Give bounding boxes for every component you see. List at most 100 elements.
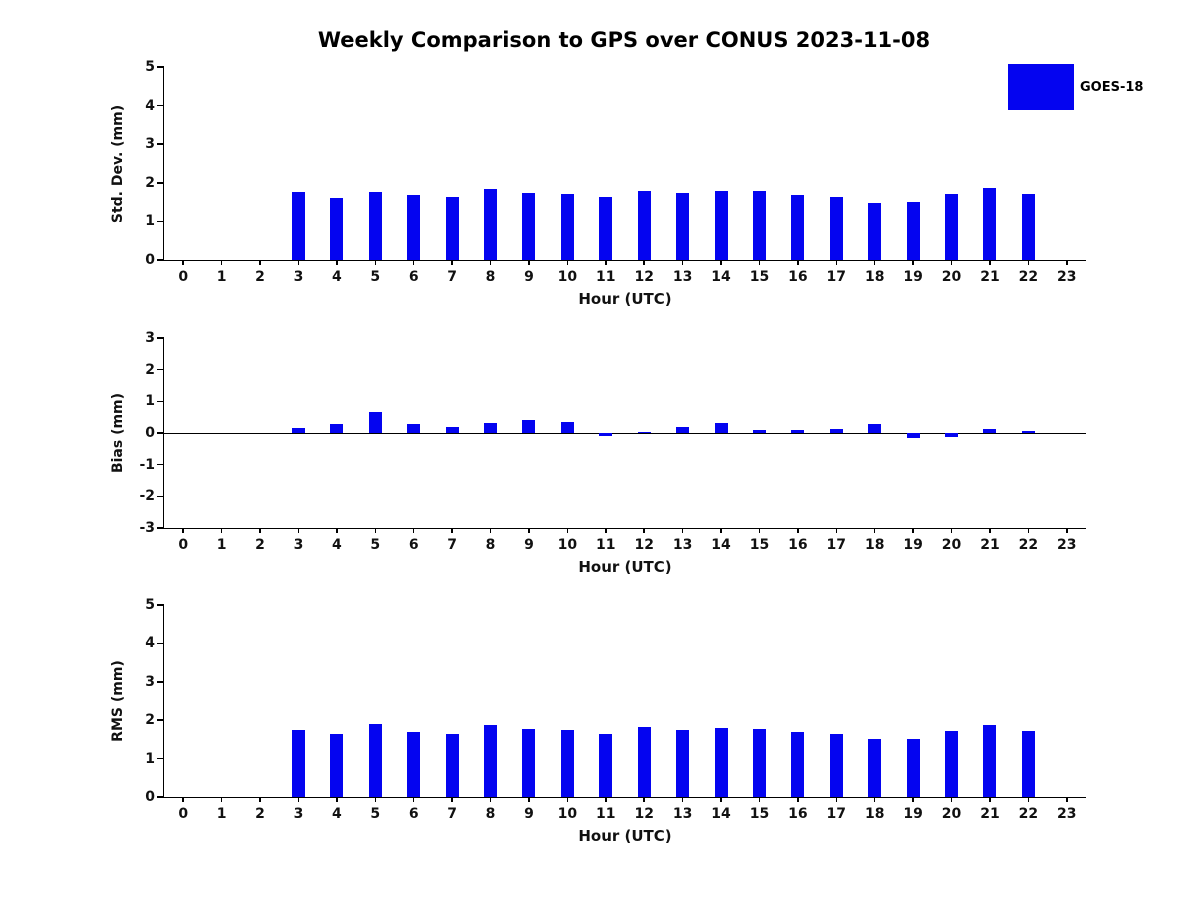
x-tick-mark <box>566 260 569 265</box>
bar-hour-3 <box>291 729 305 797</box>
y-tick-label: -1 <box>139 456 155 473</box>
bar-hour-5 <box>368 724 382 797</box>
x-tick-mark <box>989 528 991 533</box>
bar-hour-14 <box>714 422 728 433</box>
y-tick-mark <box>157 400 164 403</box>
x-tick-label: 6 <box>408 269 419 285</box>
plot-area-std-dev: Hour (UTC) 0 1 2 3 4 5 0 1 2 3 4 5 6 7 8 9 10 11 12 13 14 15 1… <box>145 59 1086 308</box>
x-tick-mark <box>643 528 645 533</box>
x-tick-label: 2 <box>255 806 265 822</box>
x-tick-label: 9 <box>524 537 534 553</box>
bar-hour-22 <box>1021 730 1035 797</box>
x-tick-mark <box>720 260 722 265</box>
bar-hour-16 <box>791 195 805 260</box>
y-tick-label: 1 <box>145 393 155 410</box>
x-tick-label: 6 <box>408 806 419 822</box>
x-tick-mark <box>451 528 453 533</box>
x-tick-label: 13 <box>672 806 693 822</box>
legend-swatch-goes18 <box>1008 64 1074 110</box>
x-tick-mark <box>989 260 991 265</box>
y-tick-mark <box>157 143 164 145</box>
x-tick-mark <box>873 528 876 533</box>
x-tick-label: 10 <box>557 269 578 285</box>
x-tick-label: 11 <box>596 806 616 822</box>
bar-hour-8 <box>484 724 498 797</box>
x-tick-label: 21 <box>980 806 1000 822</box>
x-tick-mark <box>489 260 492 265</box>
x-tick-mark <box>758 528 761 533</box>
x-tick-mark <box>605 797 607 802</box>
x-tick-mark <box>797 797 799 802</box>
x-tick-mark <box>374 260 377 265</box>
x-tick-label: 13 <box>672 269 693 285</box>
y-tick-mark <box>157 681 164 683</box>
bar-hour-12 <box>637 190 651 260</box>
x-tick-mark <box>412 260 415 265</box>
x-tick-mark <box>873 260 876 265</box>
x-tick-mark <box>297 528 300 533</box>
x-tick-mark <box>835 797 838 802</box>
bar-hour-20 <box>945 433 959 437</box>
y-tick-label: -3 <box>139 520 155 536</box>
x-tick-mark <box>643 260 645 265</box>
bar-hour-11 <box>599 433 613 437</box>
bar-hour-6 <box>407 423 421 433</box>
bar-hour-21 <box>983 429 997 433</box>
bar-hour-19 <box>906 738 920 797</box>
x-tick-label: 12 <box>634 537 654 553</box>
x-tick-label: 20 <box>941 537 962 553</box>
x-tick-label: 16 <box>788 806 808 822</box>
zero-line <box>164 432 1086 434</box>
bar-hour-4 <box>330 423 344 433</box>
y-tick-mark <box>157 104 164 107</box>
x-tick-mark <box>528 528 530 533</box>
bar-hour-13 <box>676 729 690 797</box>
y-tick-label: 2 <box>145 174 155 191</box>
y-tick-mark <box>157 495 164 498</box>
x-tick-label: 17 <box>826 537 847 553</box>
x-tick-mark <box>297 797 300 802</box>
y-tick-mark <box>157 527 164 529</box>
bar-hour-12 <box>637 432 651 433</box>
bar-hour-19 <box>906 202 920 260</box>
x-tick-label: 19 <box>903 269 923 285</box>
x-tick-mark <box>182 528 184 533</box>
x-tick-label: 23 <box>1057 806 1077 822</box>
x-tick-label: 23 <box>1057 269 1077 285</box>
y-tick-mark <box>157 182 164 184</box>
y-tick-mark <box>157 66 164 68</box>
bar-hour-10 <box>560 421 574 433</box>
y-tick-mark <box>157 796 164 798</box>
x-tick-label: 6 <box>408 537 419 553</box>
chart-title: Weekly Comparison to GPS over CONUS 2023… <box>317 28 931 52</box>
x-tick-label: 3 <box>293 269 304 285</box>
bar-hour-21 <box>983 187 997 260</box>
y-tick-mark <box>157 220 164 223</box>
y-tick-label: 3 <box>145 330 155 346</box>
plot-area-bias: Hour (UTC) -3 -2 -1 0 1 2 3 0 1 2 3 4 5 6 7 8 9 10 11 12 13 1… <box>139 330 1086 576</box>
y-tick-mark <box>157 368 164 371</box>
x-tick-label: 17 <box>826 269 847 285</box>
x-tick-mark <box>336 528 338 533</box>
bar-hour-9 <box>522 728 536 797</box>
x-tick-mark <box>489 528 492 533</box>
x-tick-mark <box>182 797 184 802</box>
y-tick-mark <box>157 432 164 434</box>
x-tick-mark <box>797 260 799 265</box>
x-tick-label: 14 <box>711 806 731 822</box>
bar-hour-9 <box>522 193 536 260</box>
x-tick-mark <box>1066 528 1068 533</box>
bar-hour-6 <box>407 731 421 797</box>
y-tick-label: 0 <box>145 789 155 805</box>
bar-hour-16 <box>791 429 805 433</box>
y-tick-label: 4 <box>145 635 155 652</box>
bar-hour-10 <box>560 193 574 260</box>
x-axis-label: Hour (UTC) <box>578 827 672 845</box>
bar-hour-19 <box>906 433 920 438</box>
x-tick-mark <box>1027 797 1030 802</box>
bar-hour-8 <box>484 188 498 260</box>
x-tick-label: 22 <box>1018 806 1039 822</box>
bar-hour-22 <box>1021 430 1035 433</box>
x-tick-mark <box>989 797 991 802</box>
